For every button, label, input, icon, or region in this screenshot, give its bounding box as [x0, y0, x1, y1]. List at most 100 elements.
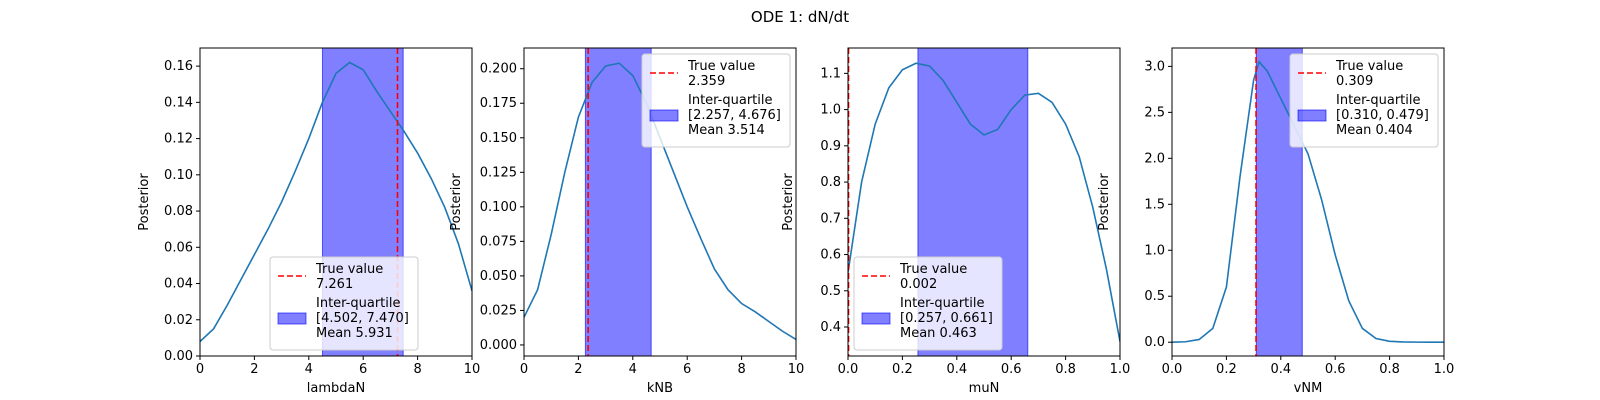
x-tick-label: 0.0	[1162, 362, 1183, 377]
x-tick-label: 0	[520, 362, 528, 377]
x-tick-label: 0.0	[838, 362, 859, 377]
x-tick-label: 2	[574, 362, 582, 377]
x-axis-label: vNM	[1294, 381, 1323, 396]
posterior-curve	[848, 62, 1120, 342]
y-tick-label: 0.6	[820, 248, 841, 263]
legend-interquartile-marker	[277, 312, 307, 325]
y-tick-label: 0.075	[480, 234, 517, 249]
x-tick-label: 6	[683, 362, 691, 377]
y-tick-label: 0.00	[164, 349, 193, 364]
legend-frame	[641, 53, 791, 148]
legend-interquartile-text: Mean 5.931	[316, 326, 393, 341]
legend-interquartile-text: Mean 3.514	[688, 123, 765, 138]
y-tick-label: 0.7	[820, 211, 841, 226]
posterior-curve	[200, 61, 472, 343]
x-tick-label: 1.0	[1434, 362, 1455, 377]
x-axis-label: lambdaN	[307, 381, 365, 396]
x-tick-label: 0.6	[1001, 362, 1022, 377]
y-tick-label: 0.025	[480, 303, 517, 318]
x-tick-label: 4	[305, 362, 313, 377]
y-tick-label: 0.04	[164, 277, 193, 292]
y-tick-label: 0.5	[820, 284, 841, 299]
legend-interquartile-text: Inter-quartile	[900, 296, 985, 311]
y-tick-label: 0.100	[480, 200, 517, 215]
y-tick-label: 0.8	[820, 175, 841, 190]
y-tick-label: 0.000	[480, 338, 517, 353]
legend-interquartile-text: [0.257, 0.661]	[900, 311, 993, 326]
y-axis-label: Posterior	[1097, 173, 1112, 231]
y-tick-label: 0.0	[1144, 335, 1165, 350]
chart-panel-2: 0 2 4 6 8 10 0.000 0.025 0.050 0.075 0.100 0.125 0.1…	[449, 47, 805, 396]
y-tick-label: 2.0	[1144, 151, 1165, 166]
y-tick-label: 0.5	[1144, 289, 1165, 304]
legend-true-value-text: True value	[315, 262, 383, 277]
panels: 0 2 4 6 8 100.000.020.040.060.080.100.120.140…	[137, 47, 1455, 396]
figure-title: ODE 1: dN/dt	[751, 8, 849, 26]
legend-frame	[269, 256, 419, 351]
x-tick-label: 0.8	[1379, 362, 1400, 377]
x-tick-label: 10	[464, 362, 481, 377]
x-tick-label: 0	[196, 362, 204, 377]
y-tick-label: 3.0	[1144, 59, 1165, 74]
interquartile-band	[584, 48, 652, 356]
y-tick-label: 2.5	[1144, 105, 1165, 120]
legend-true-value-text: 7.261	[316, 277, 353, 292]
legend-interquartile-text: [4.502, 7.470]	[316, 311, 409, 326]
legend-interquartile-text: Inter-quartile	[316, 296, 401, 311]
y-axis-label: Posterior	[781, 173, 796, 231]
legend-interquartile-text: [0.310, 0.479]	[1336, 108, 1429, 123]
x-tick-label: 0.4	[946, 362, 967, 377]
chart-panel-3: 0.0 0.2 0.4 0.6 0.8 1.0 0.4 0.5 0.6 0.7 0.8 0.9 1.0 1…	[781, 47, 1131, 396]
x-tick-label: 0.8	[1055, 362, 1076, 377]
legend-true-value-text: True value	[899, 262, 967, 277]
y-tick-label: 0.125	[480, 165, 517, 180]
y-tick-label: 0.02	[164, 313, 193, 328]
axes-frame	[199, 47, 473, 357]
legend-interquartile-marker	[1297, 109, 1327, 122]
x-tick-label: 8	[413, 362, 421, 377]
y-axis-label: Posterior	[449, 173, 464, 231]
y-tick-label: 0.200	[480, 62, 517, 77]
legend-true-value-text: True value	[1335, 59, 1403, 74]
legend-interquartile-text: Mean 0.463	[900, 326, 977, 341]
y-tick-label: 0.050	[480, 269, 517, 284]
y-tick-label: 1.0	[1144, 243, 1165, 258]
y-tick-label: 0.12	[164, 132, 193, 147]
y-tick-label: 0.175	[480, 96, 517, 111]
y-tick-label: 0.150	[480, 131, 517, 146]
y-tick-label: 1.1	[820, 66, 841, 81]
legend-true-value-text: 0.002	[900, 277, 937, 292]
y-tick-label: 1.5	[1144, 197, 1165, 212]
legend-interquartile-text: Inter-quartile	[688, 93, 773, 108]
x-tick-label: 1.0	[1110, 362, 1131, 377]
legend-true-value-text: True value	[687, 59, 755, 74]
y-tick-label: 1.0	[820, 103, 841, 118]
y-axis-label: Posterior	[137, 173, 152, 231]
legend-interquartile-text: Mean 0.404	[1336, 123, 1413, 138]
legend-interquartile-text: [2.257, 4.676]	[688, 108, 781, 123]
chart-panel-4: 0.0 0.2 0.4 0.6 0.8 1.0 0.0 0.5 1.0 1.5 2.0 2.5 3.0 v…	[1097, 47, 1455, 396]
x-tick-label: 0.2	[892, 362, 913, 377]
x-tick-label: 0.6	[1325, 362, 1346, 377]
y-tick-label: 0.16	[164, 59, 193, 74]
x-tick-label: 8	[737, 362, 745, 377]
x-axis-label: muN	[969, 381, 1000, 396]
x-axis-label: kNB	[647, 381, 673, 396]
legend-interquartile-marker	[649, 109, 679, 122]
y-tick-label: 0.08	[164, 204, 193, 219]
y-tick-label: 0.9	[820, 139, 841, 154]
y-tick-label: 0.4	[820, 320, 841, 335]
legend-true-value-text: 0.309	[1336, 74, 1373, 89]
legend-interquartile-marker	[861, 312, 891, 325]
y-tick-label: 0.10	[164, 168, 193, 183]
legend-true-value-text: 2.359	[688, 74, 725, 89]
x-tick-label: 10	[788, 362, 805, 377]
axes-frame	[1171, 47, 1445, 357]
axes-frame	[523, 47, 797, 357]
x-tick-label: 2	[250, 362, 258, 377]
axes-frame	[847, 47, 1121, 357]
